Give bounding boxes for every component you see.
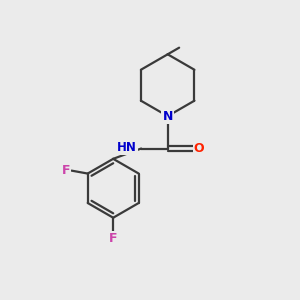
Text: O: O xyxy=(194,142,205,155)
Text: HN: HN xyxy=(117,141,137,154)
Text: N: N xyxy=(163,110,173,123)
Text: F: F xyxy=(62,164,70,177)
Text: F: F xyxy=(109,232,117,245)
